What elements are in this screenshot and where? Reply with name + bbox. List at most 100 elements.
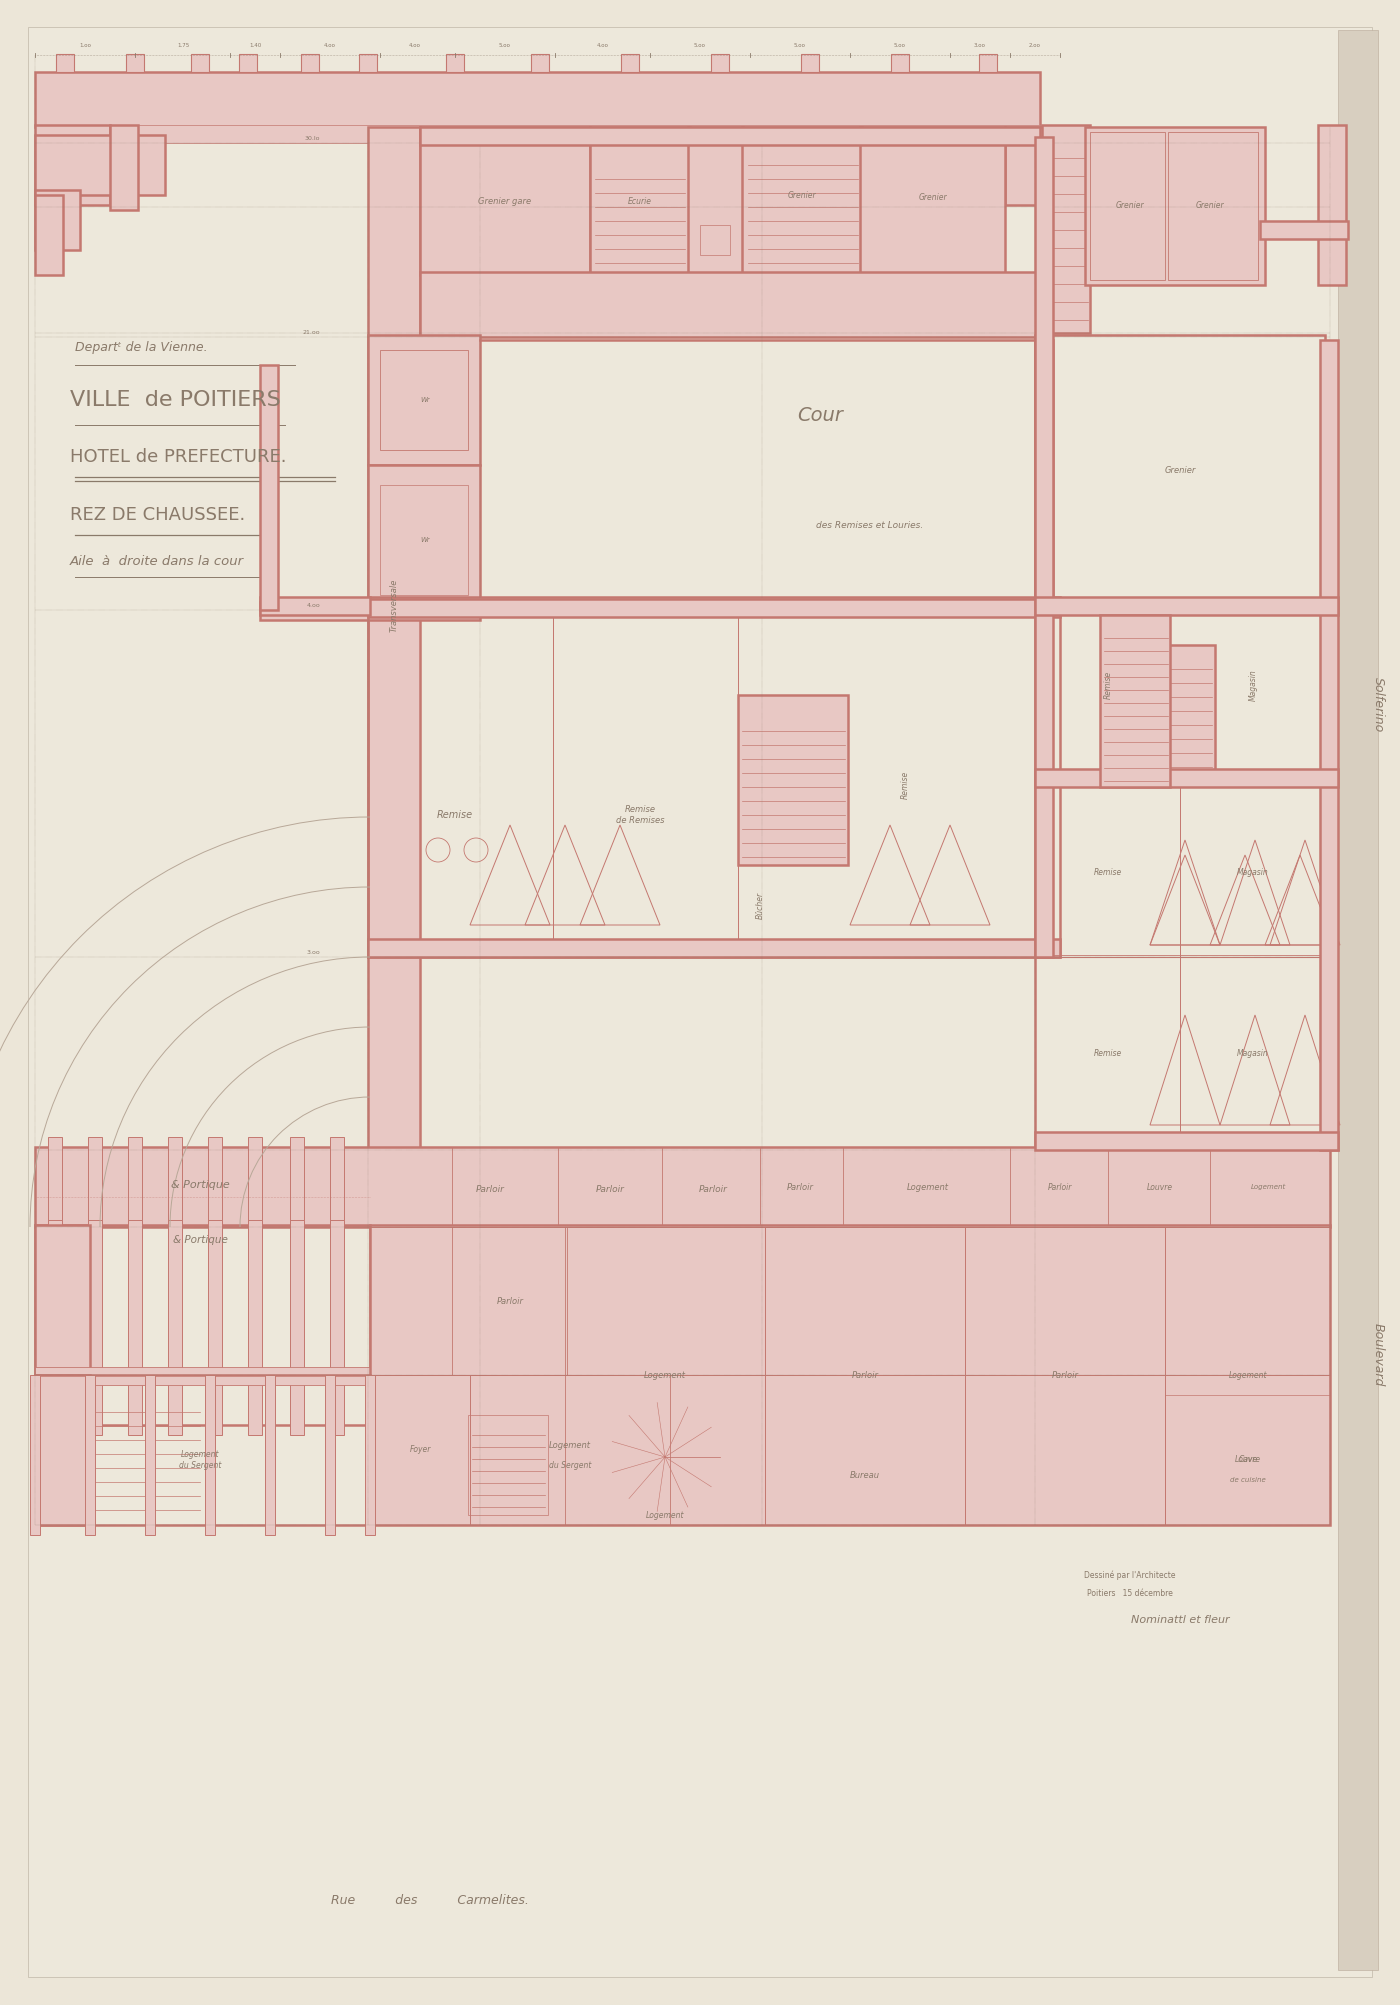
Text: 4.oo: 4.oo — [323, 42, 336, 48]
Text: de cuisine: de cuisine — [1231, 1478, 1266, 1484]
Text: Wr: Wr — [420, 537, 430, 543]
Text: Logement
du Sergent: Logement du Sergent — [179, 1450, 221, 1470]
Text: VILLE  de POITIERS: VILLE de POITIERS — [70, 391, 281, 409]
Bar — [1320, 341, 1338, 1151]
Text: Logement: Logement — [549, 1440, 591, 1450]
Bar — [1180, 954, 1324, 1151]
Text: 5.oo: 5.oo — [498, 42, 511, 48]
Text: Grenier: Grenier — [1196, 200, 1225, 209]
Text: Grenier: Grenier — [1165, 465, 1196, 475]
Bar — [742, 126, 862, 275]
Text: Ecurie: Ecurie — [629, 196, 652, 205]
Bar — [35, 1375, 90, 1526]
Text: 21.oo: 21.oo — [302, 329, 321, 335]
Bar — [589, 126, 690, 275]
Bar — [146, 1375, 155, 1536]
Bar — [420, 126, 1040, 144]
Bar — [248, 1137, 262, 1237]
Text: Logement: Logement — [645, 1510, 685, 1520]
Text: 3.oo: 3.oo — [307, 950, 321, 954]
Bar — [265, 1375, 274, 1536]
Bar — [1035, 1133, 1338, 1151]
Text: Magasin: Magasin — [1249, 670, 1257, 702]
Text: Nominattl et fleur: Nominattl et fleur — [1131, 1614, 1229, 1624]
Bar — [35, 134, 165, 194]
Text: Louvre: Louvre — [1235, 1456, 1261, 1464]
Bar — [29, 1375, 41, 1536]
Bar — [1035, 788, 1180, 956]
Bar — [531, 54, 549, 72]
Text: 5.oo: 5.oo — [694, 42, 706, 48]
Bar — [368, 597, 1060, 616]
Text: Grenier: Grenier — [918, 192, 948, 201]
Bar — [168, 1219, 182, 1436]
Bar — [368, 608, 1060, 956]
Text: Logement: Logement — [644, 1371, 686, 1379]
Bar — [85, 1375, 95, 1536]
Bar — [1005, 126, 1085, 205]
Bar — [764, 1227, 965, 1526]
Text: 4.oo: 4.oo — [307, 602, 321, 608]
Text: Magasin: Magasin — [1238, 868, 1268, 876]
Text: Solferino: Solferino — [1372, 678, 1385, 732]
Bar — [35, 124, 1040, 142]
Bar — [35, 1147, 1330, 1227]
Bar — [687, 126, 743, 275]
Text: Logement: Logement — [1250, 1183, 1285, 1191]
Text: Bureau: Bureau — [850, 1470, 881, 1480]
Text: Parloir: Parloir — [787, 1183, 813, 1191]
Text: Magasin: Magasin — [1238, 1049, 1268, 1057]
Bar — [1338, 30, 1378, 1971]
Text: 1.oo: 1.oo — [78, 42, 91, 48]
Bar — [35, 1375, 370, 1526]
Text: 30.lo: 30.lo — [305, 136, 321, 140]
Text: Parloir: Parloir — [1051, 1371, 1078, 1379]
Bar — [126, 54, 144, 72]
Text: Parloir: Parloir — [476, 1185, 504, 1195]
Bar — [127, 1219, 141, 1436]
Bar — [260, 365, 279, 610]
Text: Cour: Cour — [797, 405, 843, 425]
Text: Parloir: Parloir — [699, 1185, 728, 1195]
Text: Grenier gare: Grenier gare — [479, 196, 532, 205]
Text: & Portique: & Portique — [171, 1181, 230, 1191]
Bar — [209, 1219, 223, 1436]
Bar — [566, 1227, 764, 1526]
Bar — [370, 1227, 1330, 1375]
Bar — [1035, 335, 1324, 1151]
Text: 2.oo: 2.oo — [1029, 42, 1042, 48]
Bar — [260, 602, 480, 620]
Text: Logement: Logement — [1229, 1371, 1267, 1379]
Bar — [209, 1137, 223, 1237]
Text: 3.oo: 3.oo — [974, 42, 986, 48]
Text: Aile  à  droite dans la cour: Aile à droite dans la cour — [70, 555, 244, 567]
Text: REZ DE CHAUSSEE.: REZ DE CHAUSSEE. — [70, 505, 245, 523]
Bar — [553, 608, 738, 956]
Text: Bûcher: Bûcher — [756, 892, 764, 918]
Text: Remise
de Remises: Remise de Remises — [616, 806, 664, 824]
Bar — [330, 1219, 344, 1436]
Bar — [368, 599, 1060, 618]
Bar — [35, 124, 111, 205]
Text: Remise: Remise — [1093, 868, 1123, 876]
Bar — [447, 54, 463, 72]
Text: Departᵗ de la Vienne.: Departᵗ de la Vienne. — [76, 341, 207, 353]
Bar — [622, 54, 638, 72]
Bar — [248, 1219, 262, 1436]
Bar — [370, 1225, 1330, 1526]
Text: 4.oo: 4.oo — [596, 42, 609, 48]
Bar — [1165, 1395, 1330, 1526]
Bar — [979, 54, 997, 72]
Bar — [379, 485, 468, 595]
Bar — [1035, 770, 1338, 788]
Text: Rue          des          Carmelites.: Rue des Carmelites. — [330, 1893, 529, 1907]
Bar — [1035, 597, 1338, 616]
Bar — [1035, 341, 1053, 610]
Bar — [111, 124, 139, 211]
Bar — [860, 126, 1005, 275]
Bar — [452, 1227, 567, 1375]
Bar — [801, 54, 819, 72]
Text: Remise: Remise — [900, 770, 910, 800]
Bar — [1035, 335, 1324, 610]
Bar — [239, 54, 258, 72]
